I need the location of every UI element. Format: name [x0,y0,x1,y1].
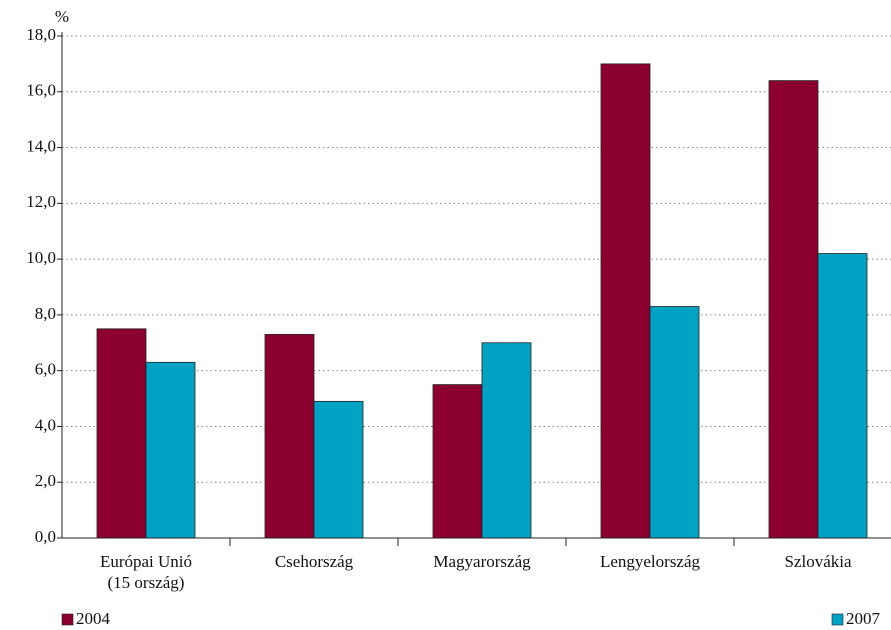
bar [768,80,819,539]
bar [600,63,651,539]
legend-swatch [831,613,844,626]
y-axis-label: % [55,7,69,26]
y-tick-label: 10,0 [26,248,56,267]
bar [649,306,700,539]
y-tick-label: 12,0 [26,192,56,211]
x-tick-label: Magyarország [433,552,531,571]
legend-label: 2007 [846,609,881,628]
bar [264,334,315,539]
bar [432,384,483,539]
bar [96,328,147,539]
y-tick-label: 6,0 [35,360,56,379]
legend-label: 2004 [76,609,111,628]
bar [817,253,868,539]
bar [313,400,364,539]
y-tick-label: 8,0 [35,304,56,323]
y-tick-label: 0,0 [35,527,56,546]
y-tick-label: 16,0 [26,81,56,100]
bar [481,342,532,539]
bar [145,361,196,539]
x-tick-label: Szlovákia [784,552,852,571]
x-tick-label: Európai Unió (15 ország) [99,552,193,592]
legend-swatch [61,613,74,626]
y-tick-label: 14,0 [26,136,56,155]
y-tick-label: 2,0 [35,471,56,490]
x-tick-label: Lengyelország [599,552,701,571]
x-tick-label: Csehország [274,552,354,571]
y-tick-label: 18,0 [26,25,56,44]
y-tick-label: 4,0 [35,415,56,434]
